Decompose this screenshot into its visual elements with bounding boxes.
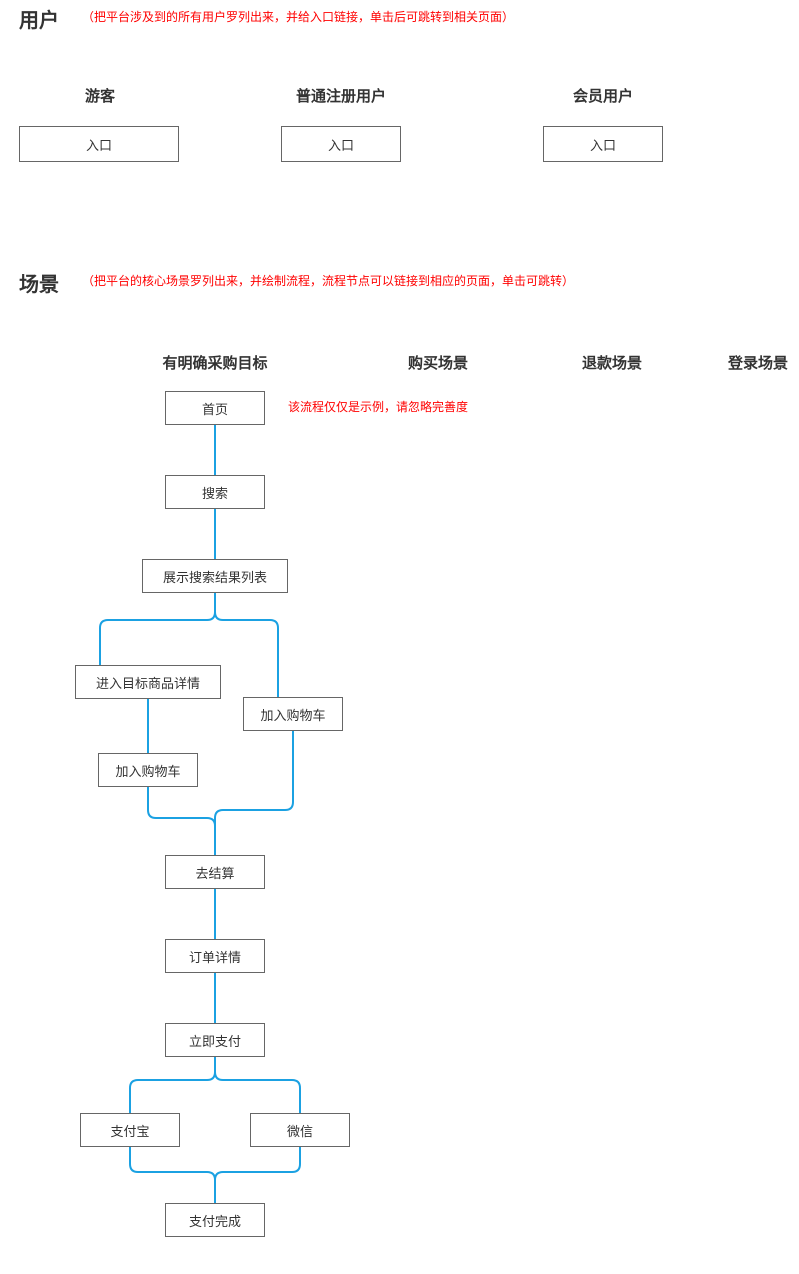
flow-node-alipay[interactable]: 支付宝 [80, 1113, 180, 1147]
flow-node-done[interactable]: 支付完成 [165, 1203, 265, 1237]
page-root: 用户 （把平台涉及到的所有用户罗列出来，并给入口链接，单击后可跳转到相关页面） … [0, 0, 799, 1274]
scenario-tab-refund[interactable]: 退款场景 [562, 352, 662, 373]
flow-edge-5 [148, 787, 215, 855]
flow-node-search[interactable]: 搜索 [165, 475, 265, 509]
scenario-tab-login[interactable]: 登录场景 [718, 352, 798, 373]
flow-edge-12 [215, 1147, 300, 1203]
flow-node-cartL[interactable]: 加入购物车 [98, 753, 198, 787]
flow-node-pay[interactable]: 立即支付 [165, 1023, 265, 1057]
flow-edge-2 [100, 593, 215, 665]
flow-edge-9 [130, 1057, 215, 1113]
flow-node-order[interactable]: 订单详情 [165, 939, 265, 973]
entry-button-guest[interactable]: 入口 [19, 126, 179, 162]
annotation-flow-example: 该流程仅仅是示例，请忽略完善度 [288, 398, 468, 415]
flow-node-detail[interactable]: 进入目标商品详情 [75, 665, 221, 699]
flow-node-home[interactable]: 首页 [165, 391, 265, 425]
flow-node-wechat[interactable]: 微信 [250, 1113, 350, 1147]
flow-node-checkout[interactable]: 去结算 [165, 855, 265, 889]
flow-edge-10 [215, 1057, 300, 1113]
flow-edge-3 [215, 593, 278, 697]
scenario-tab-purchase[interactable]: 购买场景 [388, 352, 488, 373]
section-title-scenario: 场景 [19, 268, 59, 297]
annotation-scenario: （把平台的核心场景罗列出来，并绘制流程，流程节点可以链接到相应的页面，单击可跳转… [82, 272, 574, 289]
flowchart-edges [0, 0, 799, 1274]
annotation-user: （把平台涉及到的所有用户罗列出来，并给入口链接，单击后可跳转到相关页面） [82, 8, 514, 25]
user-col-title-member: 会员用户 [553, 85, 653, 106]
user-col-title-registered: 普通注册用户 [281, 85, 401, 106]
user-col-title-guest: 游客 [60, 85, 140, 106]
section-title-user: 用户 [19, 4, 59, 33]
flow-edge-11 [130, 1147, 215, 1203]
flow-edge-6 [215, 731, 293, 855]
scenario-tab-targeted-purchase[interactable]: 有明确采购目标 [140, 352, 290, 373]
flow-node-cartR[interactable]: 加入购物车 [243, 697, 343, 731]
entry-button-member[interactable]: 入口 [543, 126, 663, 162]
entry-button-registered[interactable]: 入口 [281, 126, 401, 162]
flow-node-results[interactable]: 展示搜索结果列表 [142, 559, 288, 593]
